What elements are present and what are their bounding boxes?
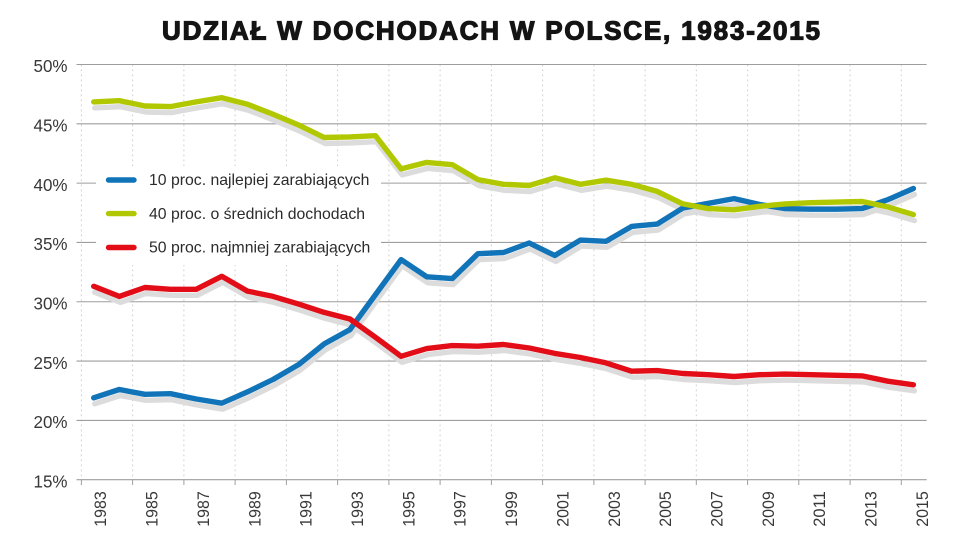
svg-text:2009: 2009 [759,491,778,527]
svg-text:35%: 35% [34,234,68,254]
svg-text:40 proc. o średnich dochodach: 40 proc. o średnich dochodach [149,206,365,223]
svg-text:1999: 1999 [502,491,521,527]
svg-text:1987: 1987 [194,491,213,527]
svg-text:1989: 1989 [245,491,264,527]
svg-text:50%: 50% [34,56,68,76]
svg-text:1997: 1997 [451,491,470,527]
svg-text:2015: 2015 [913,491,932,527]
svg-text:45%: 45% [34,116,68,136]
svg-text:1983: 1983 [91,491,110,527]
svg-text:2013: 2013 [861,491,880,527]
svg-text:40%: 40% [34,175,68,195]
svg-text:1993: 1993 [348,491,367,527]
svg-text:1985: 1985 [143,491,162,527]
svg-text:2011: 2011 [810,491,829,527]
svg-text:20%: 20% [34,412,68,432]
svg-text:30%: 30% [34,294,68,314]
svg-text:1991: 1991 [297,491,316,527]
svg-text:2003: 2003 [605,491,624,527]
svg-text:25%: 25% [34,353,68,373]
svg-text:2007: 2007 [707,491,726,527]
svg-text:1995: 1995 [399,491,418,527]
svg-text:50 proc. najmniej zarabiającyc: 50 proc. najmniej zarabiających [149,240,370,257]
svg-text:15%: 15% [34,471,68,491]
svg-text:UDZIAŁ W DOCHODACH W POLSCE, 1: UDZIAŁ W DOCHODACH W POLSCE, 1983-2015 [162,15,820,45]
svg-text:2005: 2005 [656,491,675,527]
svg-text:10 proc. najlepiej zarabiający: 10 proc. najlepiej zarabiających [149,172,369,189]
svg-text:2001: 2001 [553,491,572,527]
